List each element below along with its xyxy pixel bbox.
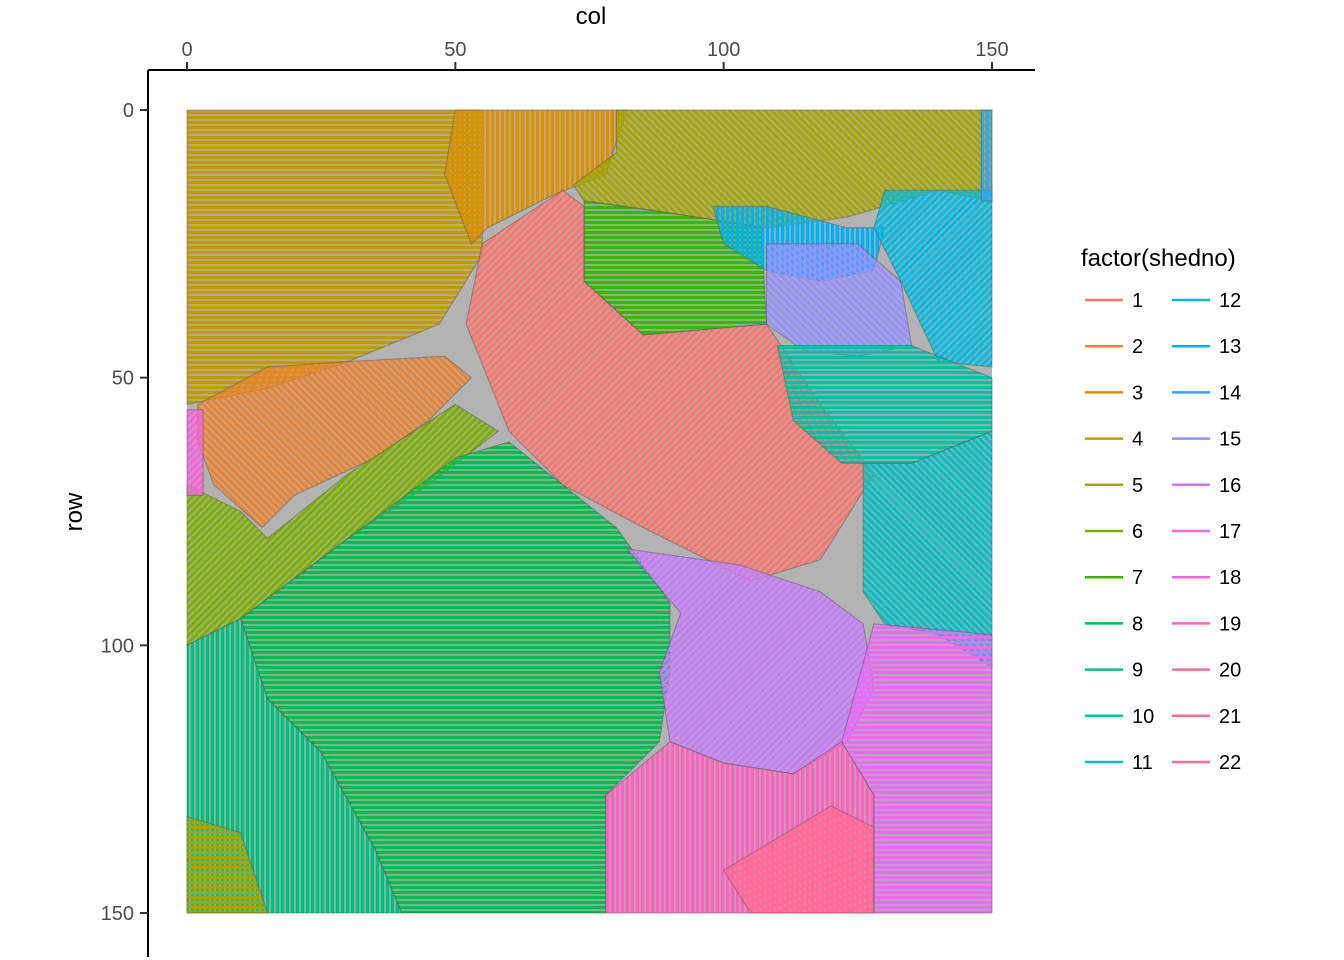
legend-item-2: 2 — [1085, 336, 1143, 358]
legend-item-4: 4 — [1085, 429, 1143, 451]
legend-label: 7 — [1132, 567, 1143, 589]
legend-item-11: 11 — [1085, 752, 1153, 774]
legend-label: 18 — [1219, 567, 1241, 589]
watershed-region-21 — [723, 805, 875, 914]
legend-label: 15 — [1219, 429, 1241, 451]
legend: factor(shedno) 1234567891011121314151617… — [1081, 245, 1241, 774]
y-tick-label: 150 — [101, 903, 134, 925]
legend-item-12: 12 — [1172, 290, 1241, 312]
legend-label: 2 — [1132, 336, 1143, 358]
legend-item-14: 14 — [1172, 382, 1241, 404]
legend-label: 17 — [1219, 521, 1241, 543]
y-tick-label: 50 — [112, 368, 134, 390]
legend-label: 1 — [1132, 290, 1143, 312]
legend-label: 20 — [1219, 660, 1241, 682]
legend-label: 16 — [1219, 475, 1241, 497]
x-ticks: 0 50 100 150 — [181, 39, 1009, 70]
legend-label: 12 — [1219, 290, 1241, 312]
legend-item-13: 13 — [1172, 336, 1241, 358]
legend-label: 8 — [1132, 613, 1143, 635]
legend-item-10: 10 — [1085, 706, 1154, 728]
legend-label: 9 — [1132, 660, 1143, 682]
legend-item-22: 22 — [1172, 752, 1241, 774]
legend-item-8: 8 — [1085, 613, 1143, 635]
y-ticks: 0 50 100 150 — [101, 100, 148, 925]
legend-item-3: 3 — [1085, 382, 1143, 404]
legend-label: 5 — [1132, 475, 1143, 497]
legend-label: 3 — [1132, 382, 1143, 404]
legend-item-7: 7 — [1085, 567, 1143, 589]
legend-item-17: 17 — [1172, 521, 1241, 543]
legend-title: factor(shedno) — [1081, 245, 1236, 272]
legend-label: 14 — [1219, 382, 1241, 404]
legend-item-15: 15 — [1172, 429, 1241, 451]
legend-label: 10 — [1132, 706, 1154, 728]
watershed-region-5 — [186, 815, 269, 914]
legend-item-19: 19 — [1172, 613, 1241, 635]
axes: 0 50 100 150 0 50 100 150 col row — [61, 3, 1035, 957]
legend-item-1: 1 — [1085, 290, 1143, 312]
legend-label: 21 — [1219, 706, 1241, 728]
legend-item-9: 9 — [1085, 660, 1143, 682]
legend-label: 11 — [1132, 752, 1153, 774]
y-tick-label: 0 — [123, 100, 134, 122]
legend-label: 4 — [1132, 429, 1143, 451]
x-tick-label: 100 — [707, 39, 740, 61]
legend-label: 19 — [1219, 613, 1241, 635]
legend-item-16: 16 — [1172, 475, 1241, 497]
x-axis-title: col — [576, 3, 607, 30]
watershed-region-19 — [186, 409, 204, 496]
legend-item-6: 6 — [1085, 521, 1143, 543]
y-axis-title: row — [61, 492, 88, 531]
x-tick-label: 0 — [181, 39, 192, 61]
legend-label: 22 — [1219, 752, 1241, 774]
plot-panel — [186, 109, 993, 914]
x-tick-label: 150 — [975, 39, 1008, 61]
legend-item-21: 21 — [1172, 706, 1241, 728]
legend-item-20: 20 — [1172, 660, 1241, 682]
legend-label: 13 — [1219, 336, 1241, 358]
y-tick-label: 100 — [101, 635, 134, 657]
legend-item-5: 5 — [1085, 475, 1143, 497]
legend-item-18: 18 — [1172, 567, 1241, 589]
watershed-region-15 — [980, 109, 993, 202]
x-tick-label: 50 — [444, 39, 466, 61]
legend-label: 6 — [1132, 521, 1143, 543]
